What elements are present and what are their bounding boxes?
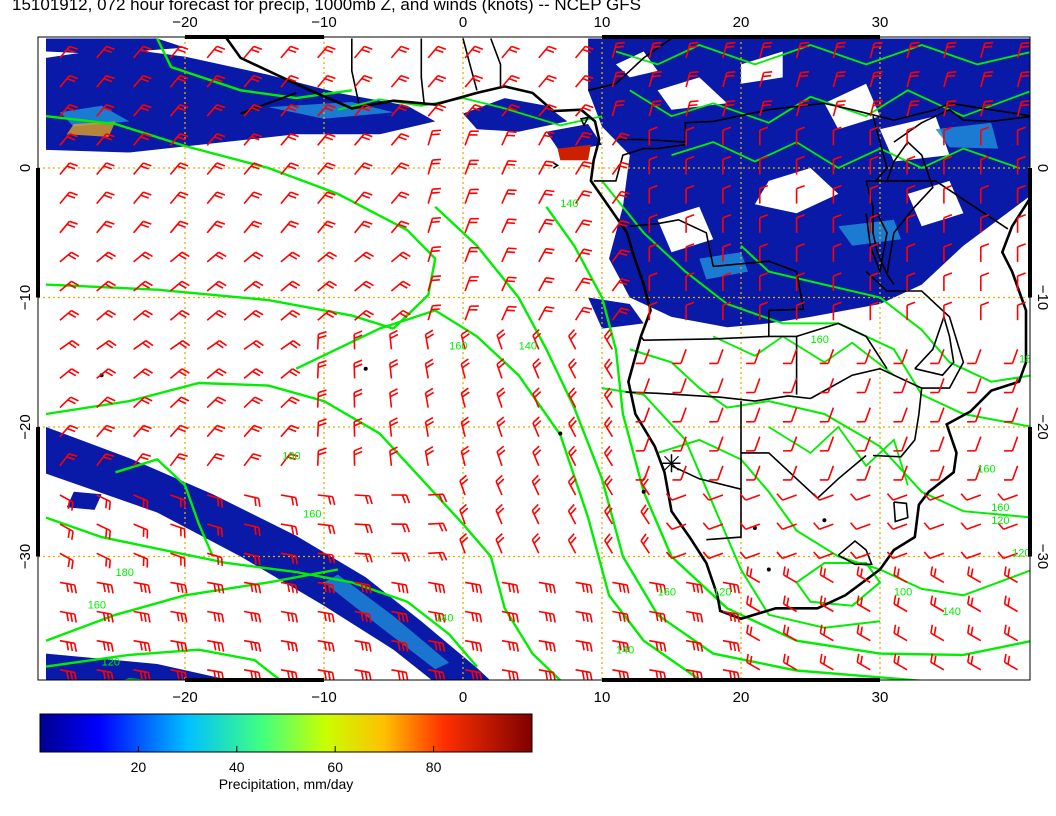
wind-barbs <box>59 41 1030 680</box>
lat-tick-label-left: 0 <box>17 164 34 172</box>
lon-tick-label-top: 20 <box>733 14 750 31</box>
contour-label: 120 <box>102 656 120 668</box>
colorbar-tick-label: 20 <box>131 759 147 775</box>
colorbar-tick-label: 60 <box>327 759 343 775</box>
frame-ticks <box>36 35 1032 682</box>
lat-tick-label-right: −30 <box>1034 544 1051 569</box>
precipitation-layer <box>46 38 1030 680</box>
contour-label: 140 <box>435 612 453 624</box>
axis-labels: −20 −20 −10 −10 0 0 10 10 20 20 30 30 0 0 −10 −10 −20 −20… <box>17 14 1051 706</box>
contour-label: 140 <box>616 645 634 657</box>
contour-label: 140 <box>560 198 578 210</box>
map-title: 15101912, 072 hour forecast for precip, … <box>12 0 641 14</box>
colorbar: 20 40 60 80 Precipitation, mm/day <box>39 713 533 792</box>
lon-tick-label-top: −20 <box>172 14 197 31</box>
contour-label: 120 <box>991 515 1009 527</box>
contour-label: 100 <box>894 586 912 598</box>
lat-tick-label-left: −30 <box>17 544 34 569</box>
colorbar-label: Precipitation, mm/day <box>219 776 354 792</box>
contour-label: 180 <box>116 567 134 579</box>
lon-tick-label-bottom: 0 <box>459 689 467 706</box>
colorbar-gradient <box>39 713 533 753</box>
lon-tick-label-bottom: 20 <box>733 689 750 706</box>
contour-label: 160 <box>88 599 106 611</box>
contour-label: 140 <box>519 340 537 352</box>
contour-label: 160 <box>977 463 995 475</box>
lat-tick-label-left: −10 <box>17 285 34 310</box>
lon-tick-label-bottom: 10 <box>594 689 611 706</box>
lon-tick-label-top: 10 <box>594 14 611 31</box>
cross-icon <box>662 454 681 473</box>
contour-label: 180 <box>282 450 300 462</box>
lat-tick-label-right: −20 <box>1034 414 1051 439</box>
colorbar-tick-label: 80 <box>426 759 442 775</box>
coastlines-borders <box>99 37 1030 621</box>
lon-tick-label-top: 0 <box>459 14 467 31</box>
contour-label: 180 <box>1019 353 1037 365</box>
geopotential-contours <box>45 37 1030 680</box>
contour-label: 160 <box>811 334 829 346</box>
lat-tick-label-right: −10 <box>1034 285 1051 310</box>
colorbar-tick-label: 40 <box>229 759 245 775</box>
contour-label: 160 <box>449 340 467 352</box>
contour-label: 160 <box>658 586 676 598</box>
lon-tick-label-bottom: −10 <box>311 689 336 706</box>
lon-tick-label-top: −10 <box>311 14 336 31</box>
contour-label: 160 <box>303 509 321 521</box>
lon-tick-label-top: 30 <box>872 14 889 31</box>
contour-label: 160 <box>991 502 1009 514</box>
lat-tick-label-right: 0 <box>1034 164 1051 172</box>
lat-tick-label-left: −20 <box>17 414 34 439</box>
contour-label: 120 <box>713 586 731 598</box>
contour-label: 140 <box>943 606 961 618</box>
lon-tick-label-bottom: 30 <box>872 689 889 706</box>
lon-tick-label-bottom: −20 <box>172 689 197 706</box>
map-frame <box>37 36 1031 681</box>
contour-label: 120 <box>1012 548 1030 560</box>
